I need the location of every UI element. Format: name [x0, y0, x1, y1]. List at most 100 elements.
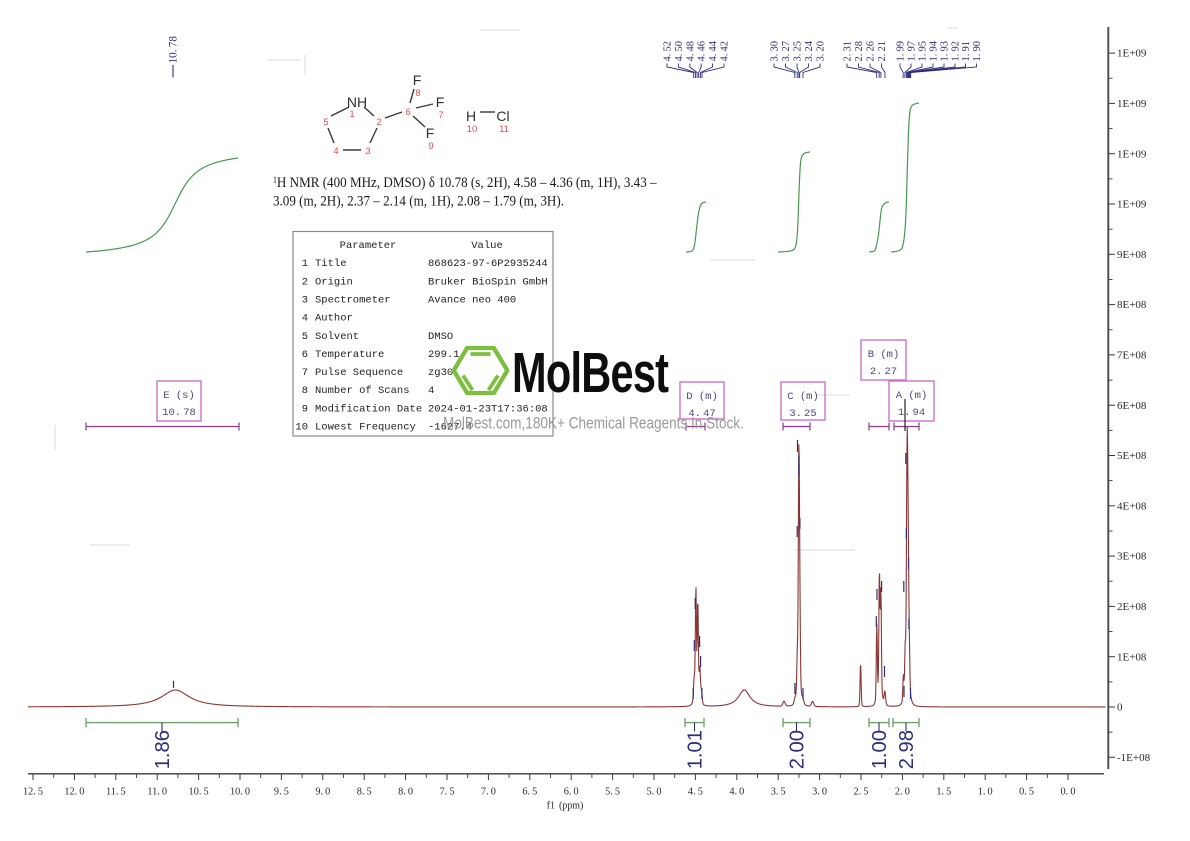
svg-text:DMSO: DMSO: [428, 331, 453, 343]
svg-text:A (m): A (m): [896, 390, 928, 402]
svg-text:3: 3: [302, 295, 308, 307]
svg-text:4. 47: 4. 47: [688, 408, 715, 420]
svg-text:6. 5: 6. 5: [522, 787, 537, 798]
svg-text:2: 2: [376, 117, 381, 128]
svg-text:1H NMR (400 MHz, DMSO) δ 10.78: 1H NMR (400 MHz, DMSO) δ 10.78 (s, 2H), …: [273, 174, 657, 191]
svg-text:9. 5: 9. 5: [274, 787, 289, 798]
svg-text:4. 42: 4. 42: [720, 41, 731, 61]
svg-text:4: 4: [302, 313, 308, 325]
svg-text:2. 31: 2. 31: [843, 41, 854, 61]
svg-text:3. 24: 3. 24: [804, 40, 815, 61]
svg-text:Title: Title: [315, 258, 347, 270]
svg-text:1.86: 1.86: [152, 730, 174, 769]
svg-text:Value: Value: [471, 240, 503, 252]
svg-text:2.98: 2.98: [896, 730, 918, 769]
svg-text:Lowest Frequency: Lowest Frequency: [315, 422, 416, 434]
svg-text:F: F: [436, 94, 445, 110]
svg-text:1E+09: 1E+09: [1117, 199, 1147, 211]
svg-text:7. 5: 7. 5: [440, 787, 455, 798]
svg-text:4. 46: 4. 46: [697, 41, 708, 61]
svg-text:7. 0: 7. 0: [481, 787, 496, 798]
svg-text:1. 94: 1. 94: [898, 407, 925, 419]
svg-text:9: 9: [428, 141, 433, 152]
svg-text:10: 10: [295, 422, 308, 434]
svg-text:10: 10: [467, 124, 478, 135]
svg-text:4E+08: 4E+08: [1117, 500, 1147, 512]
svg-text:1. 5: 1. 5: [936, 787, 951, 798]
svg-text:3. 27: 3. 27: [781, 41, 792, 61]
svg-text:f1 (ppm): f1 (ppm): [547, 801, 584, 812]
svg-text:8: 8: [415, 88, 420, 99]
svg-text:2. 5: 2. 5: [854, 787, 869, 798]
svg-text:1.01: 1.01: [685, 730, 707, 769]
svg-text:1. 99: 1. 99: [896, 41, 907, 61]
svg-text:3. 0: 3. 0: [812, 787, 827, 798]
svg-text:7: 7: [302, 367, 308, 379]
svg-text:10. 78: 10. 78: [168, 36, 180, 64]
svg-text:Bruker BioSpin GmbH: Bruker BioSpin GmbH: [428, 276, 548, 288]
svg-text:MolBest: MolBest: [512, 341, 668, 405]
svg-text:1. 97: 1. 97: [907, 41, 918, 61]
svg-text:2.00: 2.00: [787, 730, 809, 769]
svg-text:1E+08: 1E+08: [1117, 651, 1147, 663]
svg-text:3: 3: [365, 146, 370, 157]
svg-text:3.09 (m, 2H), 2.37 – 2.14 (m,: 3.09 (m, 2H), 2.37 – 2.14 (m, 1H), 2.08 …: [273, 193, 564, 210]
svg-text:D (m): D (m): [686, 391, 718, 403]
svg-text:Temperature: Temperature: [315, 349, 384, 361]
svg-text:F: F: [426, 125, 435, 141]
svg-text:1. 95: 1. 95: [918, 41, 929, 61]
svg-text:2. 27: 2. 27: [870, 366, 897, 378]
svg-text:6. 0: 6. 0: [564, 787, 579, 798]
svg-text:2: 2: [302, 276, 308, 288]
svg-text:B (m): B (m): [868, 349, 900, 361]
svg-text:1.00: 1.00: [869, 730, 891, 769]
svg-text:4. 44: 4. 44: [708, 40, 719, 61]
svg-text:1E+09: 1E+09: [1117, 148, 1147, 160]
svg-text:Solvent: Solvent: [315, 331, 359, 343]
svg-text:zg30: zg30: [428, 367, 453, 379]
svg-text:0. 0: 0. 0: [1061, 787, 1076, 798]
svg-text:3. 20: 3. 20: [816, 41, 827, 61]
svg-text:Spectrometer: Spectrometer: [315, 295, 391, 307]
svg-text:2. 0: 2. 0: [895, 787, 910, 798]
svg-text:4. 48: 4. 48: [685, 41, 696, 61]
svg-text:6: 6: [302, 349, 308, 361]
svg-text:3. 25: 3. 25: [789, 408, 816, 420]
svg-text:868623-97-6P2935244: 868623-97-6P2935244: [428, 258, 548, 270]
svg-text:Number of Scans: Number of Scans: [315, 385, 410, 397]
svg-text:Origin: Origin: [315, 276, 353, 288]
svg-text:11. 0: 11. 0: [147, 787, 167, 798]
svg-text:Modification Date: Modification Date: [315, 403, 422, 415]
svg-text:2. 26: 2. 26: [866, 41, 877, 61]
svg-text:E (s): E (s): [163, 390, 195, 402]
svg-text:-1627.4: -1627.4: [428, 422, 472, 434]
svg-text:8. 5: 8. 5: [357, 787, 372, 798]
svg-text:6: 6: [405, 107, 410, 118]
svg-text:5. 5: 5. 5: [605, 787, 620, 798]
svg-text:6E+08: 6E+08: [1117, 400, 1147, 412]
svg-text:5E+08: 5E+08: [1117, 450, 1147, 462]
svg-text:1. 0: 1. 0: [978, 787, 993, 798]
svg-text:4. 52: 4. 52: [663, 41, 674, 61]
svg-text:F: F: [413, 72, 422, 88]
svg-text:1: 1: [302, 258, 308, 270]
svg-text:0. 5: 0. 5: [1019, 787, 1034, 798]
svg-text:12. 5: 12. 5: [23, 787, 43, 798]
svg-text:-1E+08: -1E+08: [1117, 752, 1151, 764]
svg-text:1E+09: 1E+09: [1117, 48, 1147, 60]
svg-text:5. 0: 5. 0: [647, 787, 662, 798]
svg-text:1. 93: 1. 93: [940, 41, 951, 61]
svg-text:10. 78: 10. 78: [162, 407, 196, 419]
svg-text:5: 5: [323, 117, 328, 128]
svg-text:Cl: Cl: [496, 108, 509, 124]
svg-text:1: 1: [349, 109, 354, 120]
svg-text:10. 5: 10. 5: [189, 787, 209, 798]
svg-text:3. 5: 3. 5: [771, 787, 786, 798]
svg-text:Parameter: Parameter: [340, 240, 397, 252]
svg-text:11: 11: [499, 124, 509, 135]
svg-text:7E+08: 7E+08: [1117, 350, 1147, 362]
svg-text:H: H: [466, 108, 476, 124]
svg-text:MolBest.com,180K+ Chemical Rea: MolBest.com,180K+ Chemical Reagents In S…: [443, 414, 744, 433]
svg-text:5: 5: [302, 331, 308, 343]
svg-text:4: 4: [428, 385, 434, 397]
